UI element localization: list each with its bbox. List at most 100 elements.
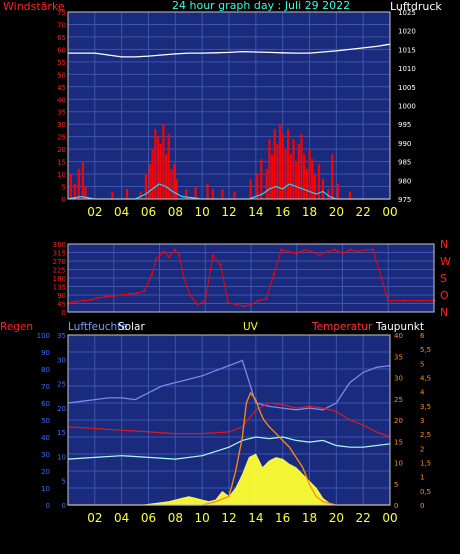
legend-label: Taupunkt <box>375 321 424 333</box>
y-tick-right-3: 5,5 <box>420 346 431 354</box>
wind-gust-bar <box>336 184 339 199</box>
y-tick-left-3: 20 <box>57 405 66 413</box>
wind-gust-bar <box>287 129 290 199</box>
y-tick-left-2: 135 <box>53 284 66 292</box>
x-tick-3: 00 <box>382 511 397 525</box>
legend-label: Regen <box>0 321 33 333</box>
y-tick-right-1: 1020 <box>398 28 416 36</box>
wind-gust-bar <box>331 154 334 199</box>
legend-label: Solar <box>118 321 145 333</box>
wind-gust-bar <box>77 169 80 199</box>
wind-gust-bar <box>292 139 295 199</box>
wind-gust-bar <box>139 191 142 199</box>
y-tick-right-3: 2,5 <box>420 431 431 439</box>
y-tick-left-3: 90 <box>41 349 50 357</box>
dewpoint-line <box>67 436 391 460</box>
x-tick-3: 20 <box>329 511 344 525</box>
y-tick-right-3: 4,5 <box>420 375 431 383</box>
x-tick-3: 04 <box>114 511 129 525</box>
pressure-line <box>68 43 391 58</box>
x-tick-3: 08 <box>168 511 183 525</box>
x-tick-3: 22 <box>356 511 371 525</box>
y-tick-left-3: 0 <box>46 502 50 510</box>
y-tick-right-1: 1005 <box>398 84 416 92</box>
y-tick-left-3: 60 <box>41 400 50 408</box>
compass-label: N <box>440 306 448 319</box>
wind-gust-bar <box>260 159 263 199</box>
y-tick-right-1: 1015 <box>398 46 416 54</box>
y-tick-right-3: 20 <box>394 417 403 425</box>
y-tick-right-1: 975 <box>398 196 411 204</box>
wind-gust-bar <box>154 129 157 199</box>
wind-gust-bar <box>84 186 87 199</box>
y-tick-right-3: 6 <box>420 332 425 340</box>
y-tick-right-1: 1025 <box>398 9 416 17</box>
wind-gust-bar <box>194 186 197 199</box>
y-tick-left-3: 20 <box>41 468 50 476</box>
y-tick-left-3: 80 <box>41 366 50 374</box>
y-tick-right-3: 10 <box>394 460 403 468</box>
y-tick-right-1: 1000 <box>398 103 416 111</box>
x-tick-3: 18 <box>302 511 317 525</box>
wind-gust-bar <box>327 189 330 199</box>
plot-frame-1 <box>67 11 391 200</box>
chart-title: 24 hour graph day : Juli 29 2022 <box>172 0 350 12</box>
y-tick-right-1: 995 <box>398 121 411 129</box>
wind-gust-bar <box>317 164 321 199</box>
compass-label: O <box>440 289 449 302</box>
wind-gust-bar <box>206 184 209 199</box>
y-tick-right-1: 1010 <box>398 65 416 73</box>
wind-gust-bar <box>148 164 151 199</box>
x-tick-1: 04 <box>114 205 129 219</box>
wind-gust-bar <box>289 154 292 199</box>
wind-gust-bar <box>295 161 298 199</box>
legend-label: Temperatur <box>311 321 373 333</box>
wind-gust-bar <box>303 154 306 199</box>
wind-gust-bar <box>233 191 236 199</box>
wind-gust-bar <box>81 161 84 199</box>
y-tick-left-2: 90 <box>57 292 66 300</box>
y-tick-left-3: 100 <box>37 332 50 340</box>
wind-gust-bar <box>308 149 311 199</box>
y-tick-right-3: 0 <box>420 502 424 510</box>
plot-frame-2 <box>67 243 435 313</box>
wind-gust-bar <box>305 169 308 199</box>
wind-gust-bar <box>211 189 215 199</box>
temperature-line <box>67 402 391 438</box>
wind-gust-bar <box>162 124 165 199</box>
y-tick-left-2: 315 <box>53 250 66 258</box>
x-tick-1: 06 <box>141 205 156 219</box>
wind-direction-line <box>67 248 434 307</box>
wind-gust-bar <box>268 139 271 199</box>
y-tick-left-1: 10 <box>57 171 66 179</box>
uv-line <box>68 391 390 506</box>
y-tick-left-1: 30 <box>57 121 66 129</box>
y-tick-left-3: 10 <box>41 485 50 493</box>
wind-gust-bar <box>164 154 168 199</box>
x-tick-1: 12 <box>221 205 236 219</box>
y-tick-right-1: 980 <box>398 177 411 185</box>
y-tick-right-1: 990 <box>398 140 411 148</box>
y-tick-left-1: 25 <box>57 134 66 142</box>
wind-gust-bar <box>156 136 160 199</box>
wind-gust-bar <box>111 191 114 199</box>
legend-label: UV <box>243 321 259 333</box>
wind-gust-bar <box>265 169 268 199</box>
wind-gust-bar <box>126 189 129 199</box>
y-tick-left-3: 30 <box>41 451 50 459</box>
wind-gust-bar <box>151 149 154 199</box>
wind-gust-bar <box>249 179 252 199</box>
wind-gust-bar <box>167 134 170 199</box>
wind-gust-bar <box>221 189 224 199</box>
y-tick-right-3: 15 <box>394 438 403 446</box>
x-tick-3: 16 <box>275 511 290 525</box>
compass-label: W <box>440 255 451 268</box>
y-tick-left-2: 360 <box>53 241 66 249</box>
wind-gust-bar <box>159 144 162 199</box>
wind-gust-bar <box>311 159 314 199</box>
wind-gust-bar <box>69 174 72 199</box>
wind-gust-bar <box>281 134 284 199</box>
x-tick-3: 06 <box>141 511 156 525</box>
x-tick-3: 12 <box>221 511 236 525</box>
